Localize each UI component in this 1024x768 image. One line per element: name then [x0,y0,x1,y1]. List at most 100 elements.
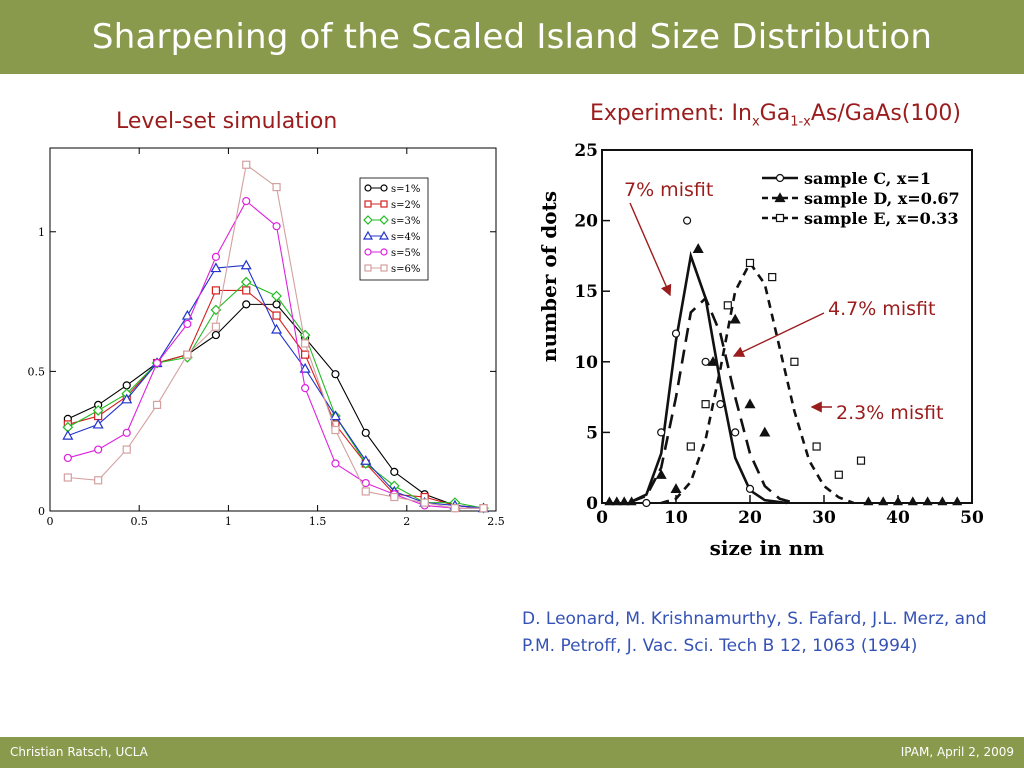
baseline-point [907,496,918,506]
data-point [701,357,710,366]
plot-frame [49,147,497,512]
legend-marker [774,192,786,203]
x-tick-label: 20 [738,508,762,528]
baseline-point [626,496,637,506]
slide-title: Sharpening of the Scaled Island Size Dis… [91,17,933,57]
data-point [331,370,340,379]
annotation-47pct: 4.7% misfit [828,298,935,320]
legend-marker [363,215,373,225]
series-line [660,260,855,505]
left-caption: Level-set simulation [116,109,338,134]
data-point [240,259,252,270]
footer-author: Christian Ratsch, UCLA [10,745,148,759]
data-point [122,445,131,454]
data-point [211,252,221,262]
data-point [790,357,799,366]
series-line [631,296,795,505]
legend-marker [380,200,388,208]
data-point [360,455,372,465]
data-point [361,487,370,496]
data-point [812,442,821,451]
data-point [211,322,221,331]
data-point [94,476,103,485]
annotation-bg [832,398,952,424]
data-point [723,301,732,310]
annotation-7pct: 7% misfit [624,179,713,201]
legend-label: s=5% [391,248,420,259]
data-point [211,330,221,340]
data-point [92,405,104,416]
legend-marker [364,184,372,192]
data-point [745,258,755,268]
x-tick-label: 10 [664,508,688,528]
y-tick-label: 0.5 [28,365,46,378]
baseline-point [952,496,963,506]
data-point [701,400,710,409]
data-point [759,426,771,437]
baseline-point [619,496,630,506]
series-sample D, x=0.67 [631,243,795,505]
data-point [856,456,866,465]
data-point [329,410,341,421]
legend-label: s=3% [391,216,420,227]
baseline-point [611,496,622,506]
x-tick-label: 0 [596,508,608,528]
data-point [62,429,74,440]
x-tick-label: 30 [812,508,836,528]
baseline-point [878,496,889,506]
data-point [331,459,340,468]
data-point [420,498,429,507]
legend-label: s=4% [391,232,420,243]
data-point [707,356,719,366]
legend-marker [364,248,372,256]
data-point [272,300,281,309]
legend-label: s=2% [391,200,420,211]
legend-marker [364,264,372,272]
data-point [361,478,370,488]
legend-box [359,177,429,281]
data-point [92,418,104,429]
data-point [121,393,133,404]
legend-marker [380,248,388,256]
data-point [122,428,131,437]
footer-event: IPAM, April 2, 2009 [900,745,1014,759]
x-tick-label: 2.5 [487,515,505,528]
annotation-arrow [732,312,825,357]
legend-label: s=6% [391,264,420,275]
data-point [686,442,695,451]
y-tick-label: 20 [574,212,598,232]
data-point [731,428,740,437]
data-point [450,504,460,513]
series-sample E, x=0.33 [660,258,866,505]
y-tick-label: 0 [586,494,598,514]
baseline-point [922,496,933,506]
legend-label: sample C, x=1 [804,169,931,188]
data-point [271,323,283,334]
data-point [768,272,777,282]
simulation-chart: 0 0.5 1 1.5 2 2.5 0 0.5 1 s=1% s=2% s=3% s=4% s=5% s=6… [28,147,505,528]
data-point [479,504,488,513]
annotation-bg [824,294,944,320]
data-point [242,196,251,206]
annotation-arrow [629,202,672,297]
title-bar: Sharpening of the Scaled Island Size Dis… [0,0,1024,74]
data-point [301,350,310,359]
data-point [271,290,282,302]
data-point [670,483,682,493]
data-point [242,300,251,309]
legend-label: sample E, x=0.33 [804,209,959,228]
data-point [744,398,756,409]
experiment-chart: 0 10 20 30 40 50 0 5 10 15 20 25 size in nm number of… [537,141,984,560]
legend-marker [775,173,785,183]
data-point [692,243,704,253]
annotation-bg [620,176,718,202]
annotation-23pct: 2.3% misfit [836,402,943,424]
data-point [181,309,193,320]
y-tick-label: 0 [38,505,45,518]
legend-marker [379,215,389,225]
series-s=6% [63,160,488,513]
data-point [240,276,252,288]
data-point [272,222,281,231]
y-tick-label: 1 [38,226,45,239]
data-point [63,473,72,482]
